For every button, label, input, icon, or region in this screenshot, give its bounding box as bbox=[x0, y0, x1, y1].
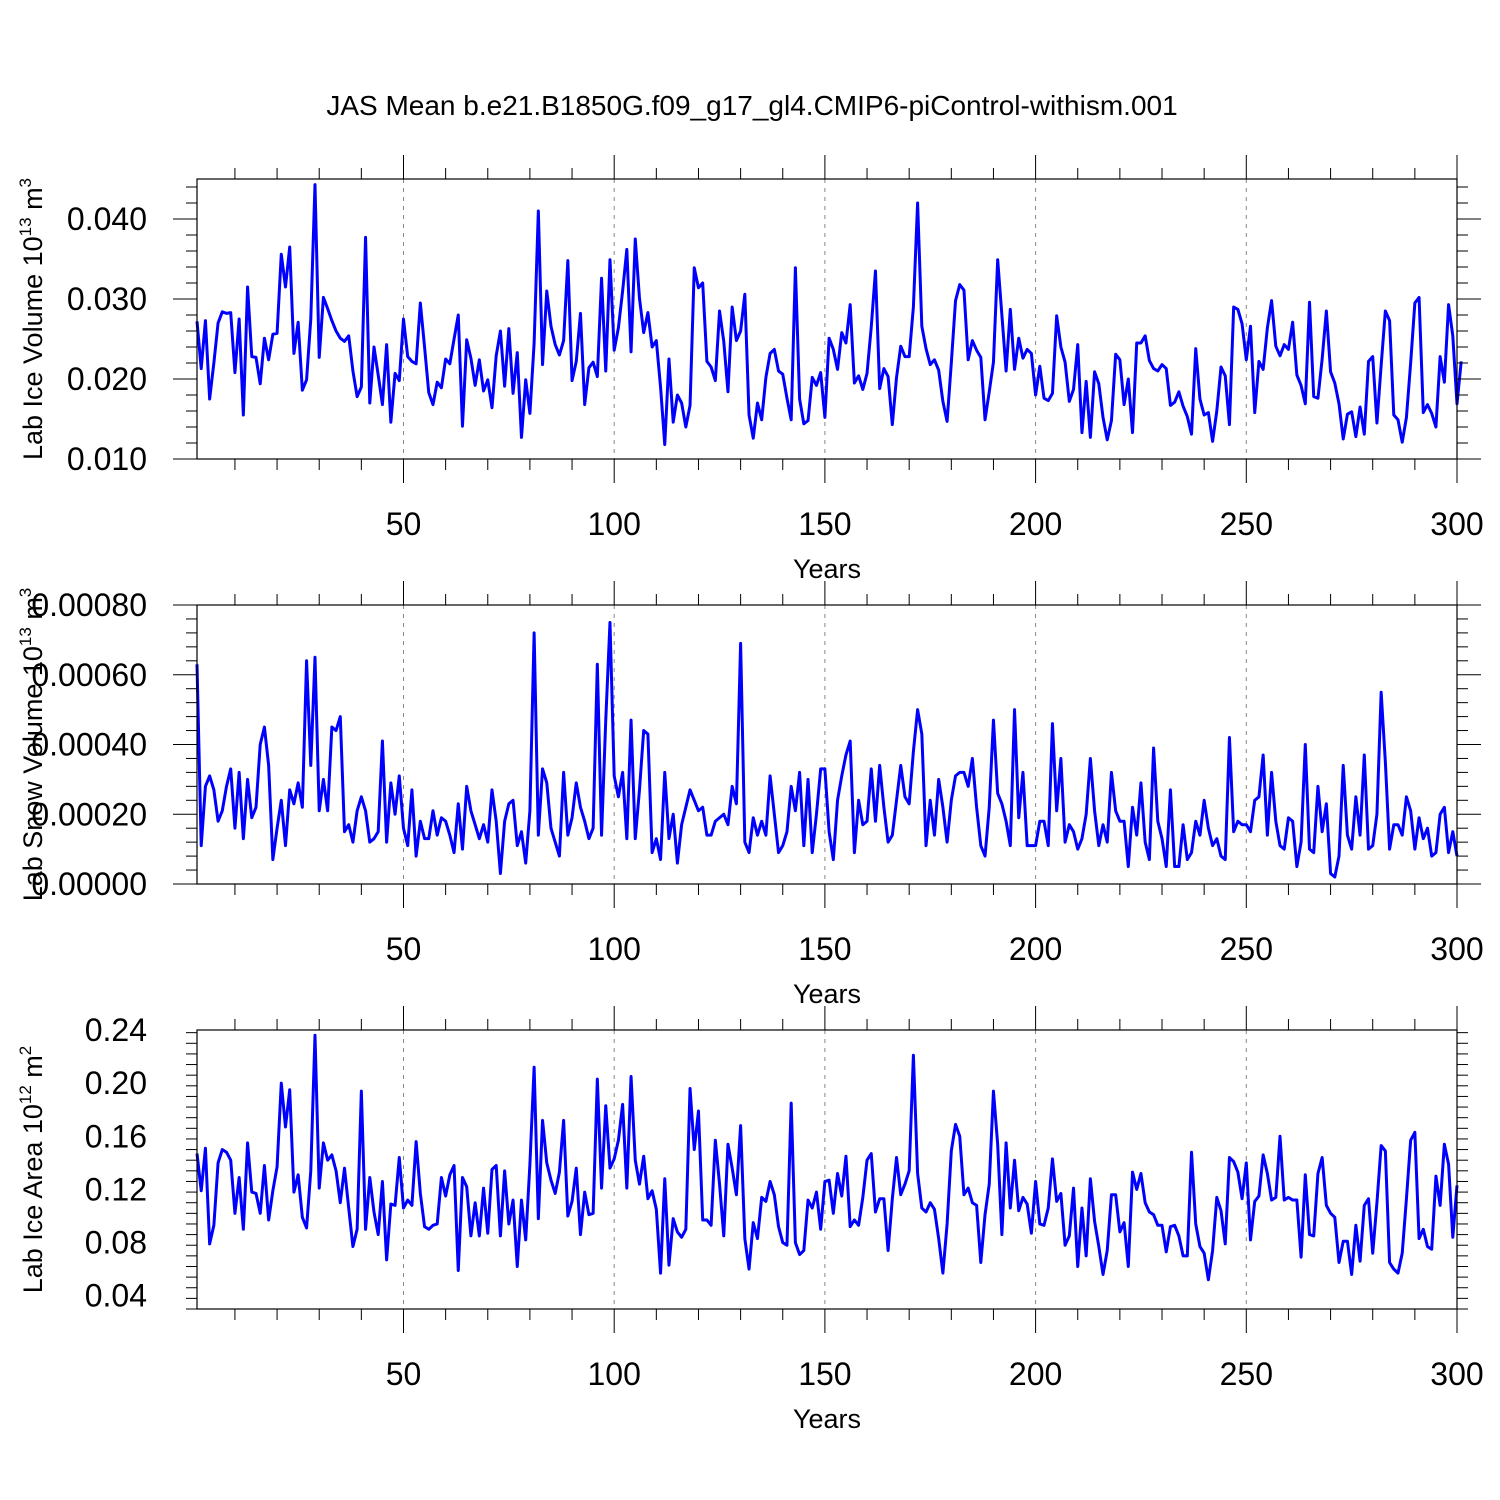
panels: 50 100 150 200 250 3000.0100.0200.0300.040Yea… bbox=[16, 155, 1484, 1434]
x-tick-label: 250 bbox=[1220, 931, 1273, 967]
series-line bbox=[195, 183, 1463, 447]
x-tick-label: 150 bbox=[798, 506, 851, 542]
y-axis-label-ylabel-unit: m bbox=[18, 1055, 48, 1085]
y-tick-label: 0.16 bbox=[85, 1118, 147, 1154]
panel-1: 50 100 150 200 250 300 0.010 0.020 0.030 0.040 Yea… bbox=[16, 155, 1484, 584]
y-axis-label: Lab Snow Volume 1013 m3 bbox=[16, 588, 48, 902]
x-ticks bbox=[234, 155, 1458, 483]
y-tick-label: 0.010 bbox=[67, 441, 147, 477]
y-tick-label: 0.00060 bbox=[31, 657, 147, 693]
x-ticks bbox=[234, 1006, 1458, 1333]
x-tick-label: 50 bbox=[386, 931, 422, 967]
y-axis-label-ylabel-main: Lab Ice Area 10 bbox=[18, 1104, 48, 1293]
y-tick-label: 0.030 bbox=[67, 281, 147, 317]
y-tick-label: 0.08 bbox=[85, 1225, 147, 1261]
x-axis-label: Years bbox=[793, 1404, 861, 1434]
x-ticks bbox=[234, 581, 1458, 908]
y-axis-label-ylabel-exp: 13 bbox=[16, 627, 35, 646]
y-axis-label-ylabel-main: Lab Ice Volume 10 bbox=[18, 236, 48, 460]
y-tick-label: 0.00020 bbox=[31, 796, 147, 832]
y-axis-label-ylabel-main: Lab Snow Volume 10 bbox=[18, 646, 48, 901]
y-ticks bbox=[173, 604, 1481, 885]
y-axis-label: Lab Ice Area 1012 m2 bbox=[16, 1046, 48, 1294]
y-tick-label: 0.12 bbox=[85, 1171, 147, 1207]
x-axis-label: Years bbox=[793, 979, 861, 1009]
x-tick-label: 150 bbox=[798, 931, 851, 967]
y-axis-label-ylabel-unit-exp: 2 bbox=[16, 1046, 35, 1055]
panel-2: 50 100 150 200 250 300 0.00000 0.00020 0.00040 0.… bbox=[16, 581, 1484, 1009]
series-line bbox=[195, 620, 1459, 879]
x-tick-label: 250 bbox=[1220, 1356, 1273, 1392]
y-axis-label-ylabel-exp: 12 bbox=[16, 1085, 35, 1104]
plot-frame bbox=[196, 178, 1458, 460]
series-line bbox=[195, 1033, 1459, 1282]
x-tick-label: 300 bbox=[1430, 506, 1483, 542]
x-tick-label: 300 bbox=[1430, 931, 1483, 967]
y-tick-label: 0.20 bbox=[85, 1065, 147, 1101]
y-axis-label-ylabel-unit: m bbox=[18, 187, 48, 217]
x-tick-label: 150 bbox=[798, 1356, 851, 1392]
y-tick-label: 0.00040 bbox=[31, 727, 147, 763]
x-tick-label: 200 bbox=[1009, 1356, 1062, 1392]
y-tick-label: 0.020 bbox=[67, 361, 147, 397]
x-tick-label: 200 bbox=[1009, 506, 1062, 542]
y-axis-label-ylabel-unit-exp: 3 bbox=[16, 178, 35, 187]
y-axis-label-ylabel-exp: 13 bbox=[16, 217, 35, 236]
y-axis-label-ylabel-unit-exp: 3 bbox=[16, 588, 35, 597]
y-tick-label: 0.24 bbox=[85, 1012, 147, 1048]
y-axis-label-ylabel-unit: m bbox=[18, 597, 48, 627]
x-tick-label: 200 bbox=[1009, 931, 1062, 967]
y-axis-label: Lab Ice Volume 1013 m3 bbox=[16, 178, 48, 460]
y-ticks bbox=[173, 186, 1481, 460]
y-tick-label: 0.04 bbox=[85, 1278, 147, 1314]
plot-frame bbox=[196, 1029, 1458, 1310]
y-tick-label: 0.00080 bbox=[31, 587, 147, 623]
x-tick-label: 100 bbox=[587, 1356, 640, 1392]
x-tick-label: 100 bbox=[587, 931, 640, 967]
figure-title: JAS Mean b.e21.B1850G.f09_g17_gl4.CMIP6-… bbox=[326, 90, 1177, 121]
x-tick-label: 100 bbox=[587, 506, 640, 542]
y-tick-label: 0.00000 bbox=[31, 866, 147, 902]
x-tick-label: 50 bbox=[386, 1356, 422, 1392]
x-axis-label: Years bbox=[793, 554, 861, 584]
x-tick-label: 50 bbox=[386, 506, 422, 542]
x-tick-label: 300 bbox=[1430, 1356, 1483, 1392]
y-ticks bbox=[186, 1032, 1468, 1310]
x-tick-label: 250 bbox=[1220, 506, 1273, 542]
y-tick-label: 0.040 bbox=[67, 201, 147, 237]
panel-3: 50 100 150 200 250 300 0.04 0.08 0.12 0.16 0.20 0.2… bbox=[16, 1006, 1484, 1434]
